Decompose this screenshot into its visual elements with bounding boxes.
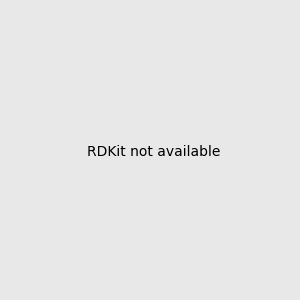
Text: RDKit not available: RDKit not available	[87, 145, 220, 158]
